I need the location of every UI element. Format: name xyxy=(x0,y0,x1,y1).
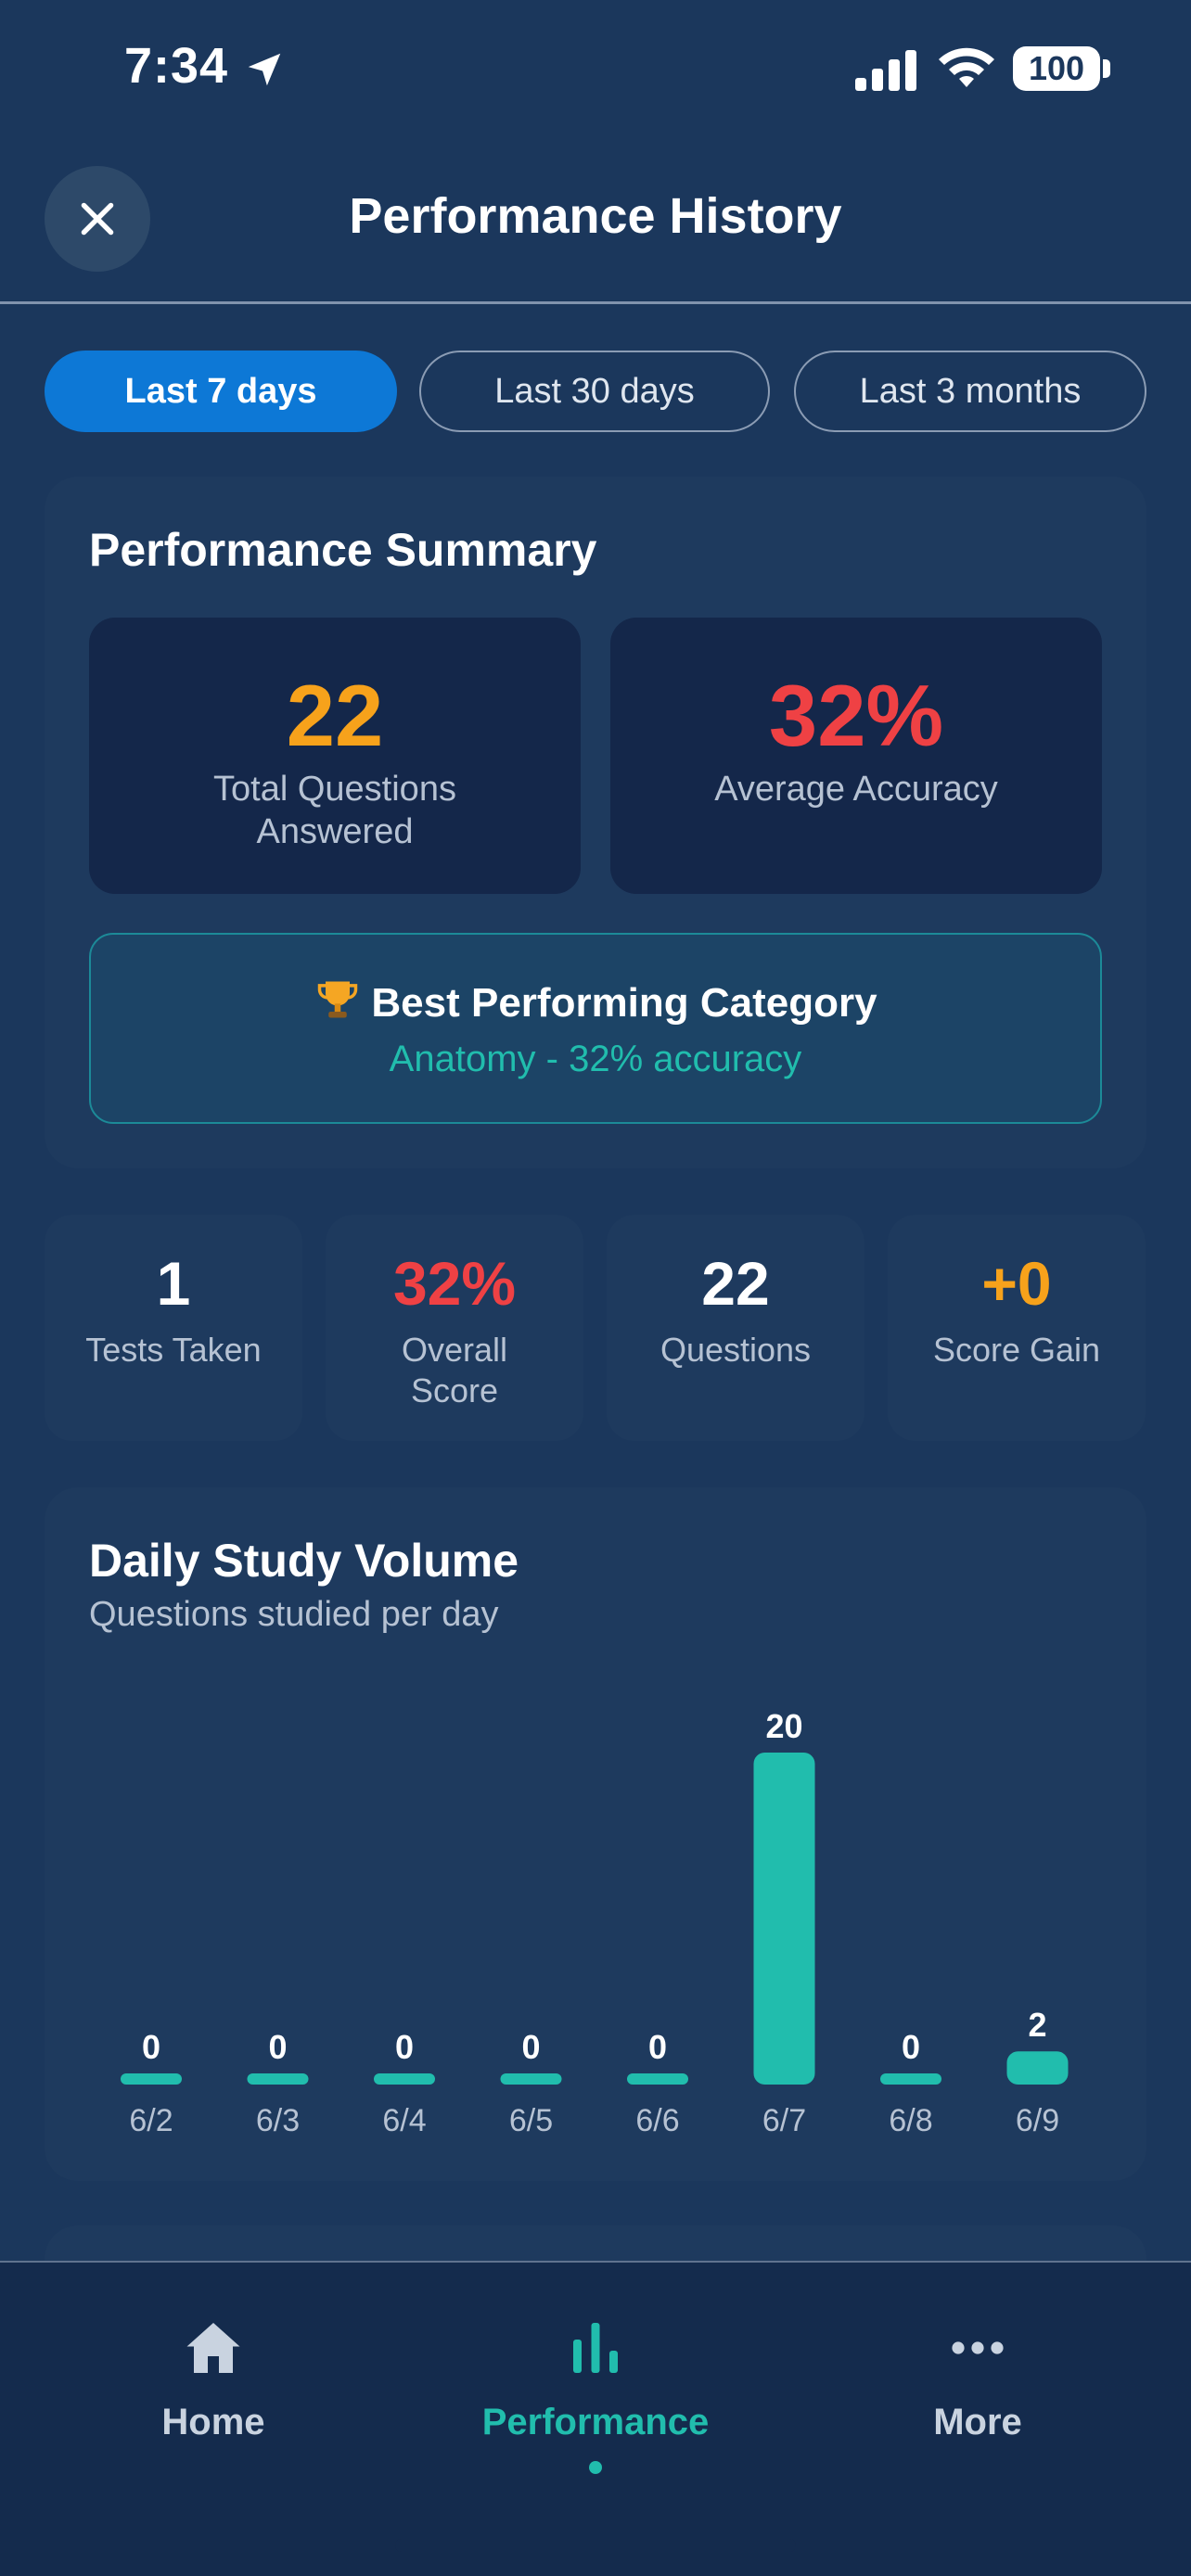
bar-value-label: 0 xyxy=(648,2028,667,2066)
total-questions-value: 22 xyxy=(286,667,384,764)
overall-score-label: Overall xyxy=(401,1331,508,1369)
x-tick-label: 6/2 xyxy=(129,2103,173,2138)
trophy-icon xyxy=(318,981,358,1018)
best-category-title: Best Performing Category xyxy=(371,980,877,1026)
best-category-title-row: Best Performing Category xyxy=(91,976,1100,1027)
daily-volume-bar-chart: 0 6/2 0 6/3 0 6/4 0 6/5 0 6/6 20 6/7 0 6/8 2 6/9 xyxy=(121,1707,1069,2138)
x-tick-label: 6/5 xyxy=(509,2103,553,2138)
nav-item-home[interactable]: Home xyxy=(74,2315,352,2481)
questions-card: 22 Questions xyxy=(607,1215,864,1441)
bar-value-label: 0 xyxy=(902,2028,920,2066)
x-tick-label: 6/8 xyxy=(889,2103,932,2138)
bar-6/7 xyxy=(753,1753,815,2085)
page-title: Performance History xyxy=(349,188,842,244)
x-tick-label: 6/6 xyxy=(635,2103,679,2138)
tab-last-30-days[interactable]: Last 30 days xyxy=(419,351,770,432)
tab-last-7-days[interactable]: Last 7 days xyxy=(45,351,397,432)
questions-value: 22 xyxy=(701,1249,770,1318)
questions-label: Questions xyxy=(660,1331,812,1369)
bar-6/4 xyxy=(374,2073,435,2085)
location-arrow-icon xyxy=(248,53,281,86)
tests-taken-card: 1 Tests Taken xyxy=(45,1215,302,1441)
bar-value-label: 2 xyxy=(1028,2006,1046,2044)
battery-cap xyxy=(1103,59,1110,78)
average-accuracy-box: 32% Average Accuracy xyxy=(610,618,1102,894)
close-icon xyxy=(81,202,114,236)
best-category-detail: Anatomy - 32% accuracy xyxy=(389,1039,802,1079)
close-button[interactable] xyxy=(45,166,150,272)
nav-label-more: More xyxy=(933,2402,1022,2442)
battery-indicator: 100 xyxy=(1013,46,1100,91)
average-accuracy-value: 32% xyxy=(768,667,944,764)
score-gain-label: Score Gain xyxy=(932,1331,1101,1369)
home-icon xyxy=(186,2323,240,2373)
bar-chart-icon xyxy=(573,2323,618,2373)
bar-value-label: 0 xyxy=(142,2028,160,2066)
tab-last-3-months[interactable]: Last 3 months xyxy=(794,351,1146,432)
x-tick-label: 6/9 xyxy=(1016,2103,1059,2138)
status-time: 7:34 xyxy=(124,38,229,94)
header: Performance History xyxy=(0,139,1191,304)
cellular-signal-icon xyxy=(855,50,916,91)
status-bar: 7:34 100 xyxy=(0,0,1191,139)
total-questions-box: 22 Total Questions Answered xyxy=(89,618,581,894)
tests-taken-label: Tests Taken xyxy=(85,1331,262,1369)
bar-6/6 xyxy=(627,2073,688,2085)
tests-taken-value: 1 xyxy=(156,1249,191,1318)
bar-value-label: 20 xyxy=(765,1707,802,1745)
overall-score-label-line2: Score xyxy=(410,1371,499,1409)
x-tick-label: 6/4 xyxy=(382,2103,426,2138)
average-accuracy-label: Average Accuracy xyxy=(714,770,998,809)
bar-6/9 xyxy=(1006,2051,1069,2085)
daily-study-volume-card xyxy=(45,1487,1146,2181)
active-tab-indicator xyxy=(589,2461,602,2474)
overall-score-value: 32% xyxy=(392,1249,517,1318)
total-questions-label-line2: Answered xyxy=(256,812,414,851)
bottom-navigation: Home Performance More xyxy=(0,2261,1191,2576)
bar-value-label: 0 xyxy=(395,2028,414,2066)
bar-6/2 xyxy=(121,2073,182,2085)
total-questions-label: Total Questions xyxy=(213,770,456,809)
performance-summary-title: Performance Summary xyxy=(89,524,597,576)
home-indicator xyxy=(395,2539,796,2552)
daily-study-volume-title: Daily Study Volume xyxy=(89,1535,519,1587)
score-gain-card: +0 Score Gain xyxy=(888,1215,1146,1441)
x-tick-label: 6/3 xyxy=(256,2103,300,2138)
wifi-icon xyxy=(939,47,994,87)
bar-6/8 xyxy=(880,2073,941,2085)
nav-label-home: Home xyxy=(161,2402,265,2442)
bar-6/3 xyxy=(247,2073,309,2085)
nav-label-performance: Performance xyxy=(481,2402,710,2442)
bar-value-label: 0 xyxy=(521,2028,540,2066)
bar-6/5 xyxy=(500,2073,562,2085)
more-icon xyxy=(952,2341,1004,2354)
nav-item-more[interactable]: More xyxy=(839,2315,1117,2481)
score-gain-value: +0 xyxy=(981,1249,1052,1318)
best-category-box: Best Performing Category Anatomy - 32% a… xyxy=(89,933,1102,1124)
x-tick-label: 6/7 xyxy=(762,2103,806,2138)
nav-item-performance[interactable]: Performance xyxy=(456,2315,735,2481)
daily-study-volume-subtitle: Questions studied per day xyxy=(89,1595,499,1634)
overall-score-card: 32% Overall Score xyxy=(326,1215,583,1441)
battery-level: 100 xyxy=(1028,49,1085,87)
bar-value-label: 0 xyxy=(268,2028,287,2066)
